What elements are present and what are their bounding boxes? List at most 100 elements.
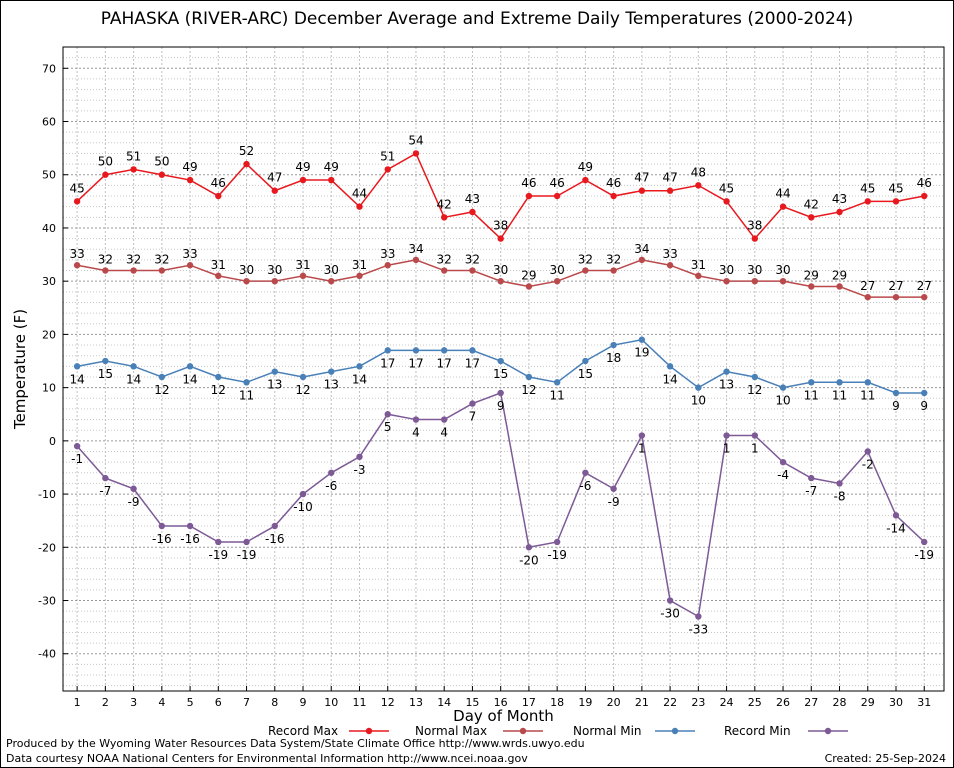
- normal-min-point: [243, 379, 250, 386]
- normal-max-point: [130, 267, 137, 274]
- record-min-point: [328, 469, 335, 476]
- normal-max-data-label: 33: [182, 247, 197, 261]
- normal-max-data-label: 32: [578, 253, 593, 267]
- plot-border: [62, 46, 945, 692]
- normal-max-data-label: 34: [634, 242, 649, 256]
- normal-max-data-label: 32: [154, 253, 169, 267]
- record-min-point: [271, 522, 278, 530]
- footer-produced-by: Produced by the Wyoming Water Resources …: [6, 737, 585, 750]
- normal-max-data-label: 27: [917, 279, 932, 293]
- normal-min-point: [582, 357, 589, 365]
- record-min-data-label: -4: [777, 468, 789, 482]
- record-max-data-label: 48: [691, 165, 706, 179]
- x-tick-label: 14: [437, 696, 451, 709]
- normal-max-point: [158, 267, 166, 274]
- record-min-point: [525, 544, 533, 551]
- record-max-data-label: 45: [860, 181, 875, 195]
- record-min-data-label: -6: [579, 479, 591, 493]
- record-min-point: [921, 538, 928, 546]
- normal-max-data-label: 31: [352, 258, 367, 272]
- record-min-data-label: 4: [440, 426, 448, 440]
- legend-label-normal-min: Normal Min: [573, 724, 642, 738]
- x-tick-label: 1: [74, 696, 81, 709]
- record-max-data-label: 42: [437, 197, 452, 211]
- record-min-point: [73, 442, 81, 450]
- normal-max-data-label: 30: [493, 263, 508, 277]
- x-tick-label: 16: [494, 696, 508, 709]
- record-max-point: [158, 171, 166, 178]
- record-min-point: [892, 512, 900, 519]
- record-max-data-label: 49: [578, 160, 593, 174]
- normal-min-point: [328, 368, 335, 375]
- normal-max-point: [102, 267, 109, 274]
- record-max-data-label: 47: [267, 171, 282, 185]
- record-min-point: [186, 522, 194, 530]
- normal-min-data-label: 11: [860, 388, 875, 402]
- record-min-point: [158, 522, 166, 530]
- normal-max-data-label: 30: [747, 263, 762, 277]
- normal-max-point: [723, 277, 730, 285]
- normal-max-data-label: 30: [775, 263, 790, 277]
- record-min-point: [497, 389, 504, 397]
- record-max-data-label: 47: [662, 171, 677, 185]
- record-min-point: [864, 448, 871, 455]
- x-tick-label: 31: [917, 696, 931, 709]
- record-max-point: [921, 192, 928, 200]
- record-max-data-label: 45: [69, 181, 84, 195]
- record-max-point: [384, 166, 391, 173]
- normal-min-data-label: 15: [493, 367, 508, 381]
- record-min-point: [243, 538, 250, 546]
- record-min-point: [553, 538, 561, 546]
- record-min-data-label: -9: [608, 495, 620, 509]
- normal-max-point: [779, 277, 787, 285]
- record-max-point: [779, 203, 787, 210]
- x-tick-label: 25: [748, 696, 762, 709]
- legend-marker-normal-max: [519, 727, 527, 735]
- y-tick-label: 0: [49, 435, 56, 448]
- record-min-data-label: -10: [293, 500, 313, 514]
- normal-max-data-label: 32: [437, 253, 452, 267]
- x-tick-label: 26: [776, 696, 790, 709]
- record-max-data-label: 47: [634, 171, 649, 185]
- normal-max-point: [808, 283, 815, 290]
- normal-max-point: [328, 277, 335, 285]
- record-min-data-label: -16: [265, 532, 285, 546]
- normal-max-point: [666, 262, 674, 269]
- normal-min-data-label: 11: [832, 388, 847, 402]
- record-min-data-label: -2: [862, 457, 874, 471]
- record-max-point: [610, 192, 617, 200]
- normal-min-data-label: 12: [521, 383, 536, 397]
- normal-min-point: [779, 384, 787, 391]
- record-min-point: [666, 597, 674, 604]
- record-min-point: [751, 432, 759, 439]
- normal-max-point: [921, 293, 928, 301]
- normal-max-point: [73, 262, 81, 269]
- record-max-data-label: 51: [126, 149, 141, 163]
- normal-min-data-label: 12: [211, 383, 226, 397]
- normal-min-point: [102, 357, 109, 365]
- normal-min-data-label: 12: [295, 383, 310, 397]
- normal-max-point: [497, 277, 504, 285]
- record-min-data-label: -19: [208, 548, 228, 562]
- record-max-data-label: 45: [719, 181, 734, 195]
- x-tick-label: 7: [243, 696, 250, 709]
- record-min-data-label: -1: [71, 452, 83, 466]
- record-max-data-label: 49: [182, 160, 197, 174]
- x-tick-label: 6: [215, 696, 222, 709]
- record-max-point: [892, 198, 900, 205]
- record-max-point: [751, 235, 759, 242]
- record-max-data-label: 42: [804, 197, 819, 211]
- x-tick-label: 28: [833, 696, 847, 709]
- record-max-point: [864, 198, 871, 205]
- record-min-data-label: 4: [412, 426, 420, 440]
- record-max-point: [243, 160, 250, 168]
- record-min-point: [582, 469, 589, 476]
- record-min-point: [695, 613, 702, 620]
- normal-max-point: [271, 277, 278, 285]
- normal-max-data-label: 30: [239, 263, 254, 277]
- record-max-point: [299, 176, 307, 184]
- normal-min-point: [553, 379, 561, 386]
- normal-max-data-label: 29: [832, 269, 847, 283]
- x-tick-label: 5: [187, 696, 194, 709]
- normal-max-point: [215, 272, 222, 280]
